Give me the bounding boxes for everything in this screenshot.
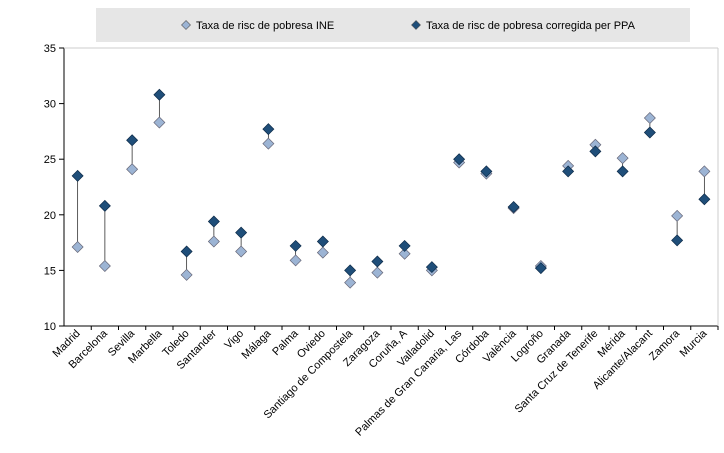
dot — [371, 255, 384, 268]
y-tick-label: 20 — [44, 210, 56, 222]
dot — [698, 193, 711, 206]
legend-label: Taxa de risc de pobresa INE — [196, 20, 334, 32]
dot — [316, 235, 329, 248]
dot — [398, 247, 411, 260]
dot — [262, 137, 275, 150]
dot — [180, 245, 193, 258]
x-tick-label: Málaga — [239, 327, 274, 362]
dot — [71, 169, 84, 182]
y-tick-label: 35 — [44, 43, 56, 55]
dot — [507, 201, 520, 214]
dot — [643, 126, 656, 139]
dot — [453, 153, 466, 166]
legend-label: Taxa de risc de pobresa corregida per PP… — [426, 20, 636, 32]
dot — [71, 241, 84, 254]
y-tick-label: 30 — [44, 99, 56, 111]
y-tick-label: 15 — [44, 265, 56, 277]
dot — [207, 235, 220, 248]
dot — [126, 163, 139, 176]
dot — [344, 264, 357, 277]
dot — [698, 165, 711, 178]
dot — [671, 209, 684, 222]
dot — [316, 246, 329, 259]
dot — [289, 254, 302, 267]
legend-marker — [181, 20, 191, 30]
dot — [589, 145, 602, 158]
dot — [235, 226, 248, 239]
x-tick-label: Zamora — [647, 327, 683, 363]
dot — [235, 245, 248, 258]
dot — [126, 134, 139, 147]
x-tick-label: Vigo — [222, 328, 246, 352]
dot — [371, 266, 384, 279]
dot — [98, 259, 111, 272]
dot — [262, 123, 275, 136]
legend-box — [96, 8, 690, 42]
dot — [153, 116, 166, 129]
dot — [425, 261, 438, 274]
dot — [480, 165, 493, 178]
dot — [616, 165, 629, 178]
dot — [643, 112, 656, 125]
dot — [289, 239, 302, 252]
dot — [207, 215, 220, 228]
dot — [562, 165, 575, 178]
dot — [534, 262, 547, 275]
y-tick-label: 10 — [44, 321, 56, 333]
x-tick-label: Murcia — [678, 327, 710, 359]
dot — [153, 88, 166, 101]
legend-marker — [411, 20, 421, 30]
dot — [671, 234, 684, 247]
dot — [180, 268, 193, 281]
dot — [98, 199, 111, 212]
dot — [398, 239, 411, 252]
dot — [344, 276, 357, 289]
dot — [616, 152, 629, 165]
y-tick-label: 25 — [44, 154, 56, 166]
